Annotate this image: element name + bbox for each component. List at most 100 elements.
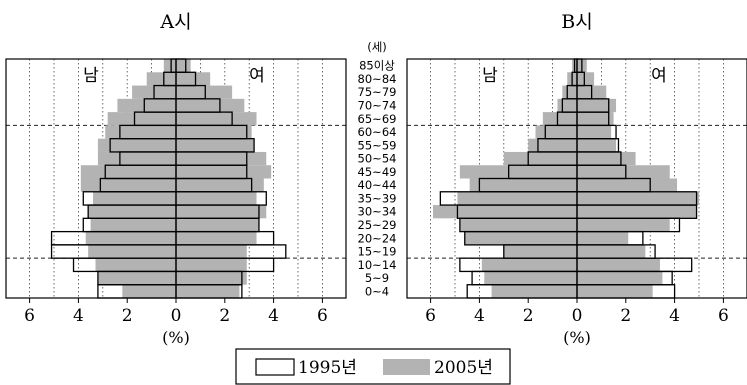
age-group-label: 35~39 <box>358 191 397 205</box>
age-group-label: 10~14 <box>358 258 397 272</box>
bar-2005-male <box>88 244 176 259</box>
panel-a-bars-2005 <box>80 59 272 298</box>
bar-2005-female <box>176 271 247 285</box>
bar-2005-female <box>577 258 660 272</box>
age-group-label: 75~79 <box>358 85 397 99</box>
legend-swatch-2005 <box>383 359 430 375</box>
bar-2005-male <box>97 271 176 285</box>
panel-a-male-label: 남 <box>83 66 99 86</box>
bar-2005-male <box>557 98 577 113</box>
age-group-label: 25~29 <box>358 218 397 232</box>
bar-2005-female <box>176 244 247 259</box>
bar-2005-female <box>176 218 259 232</box>
bar-2005-male <box>481 258 577 272</box>
age-group-label: 65~69 <box>358 112 397 126</box>
bar-2005-female <box>577 218 670 232</box>
bar-2005-female <box>176 112 257 126</box>
x-tick-label: 0 <box>572 306 583 326</box>
x-tick-label: 4 <box>268 306 279 326</box>
x-tick-label: 2 <box>219 306 230 326</box>
bar-2005-female <box>176 258 247 272</box>
bar-2005-male <box>117 98 176 113</box>
bar-2005-male <box>88 205 176 219</box>
bar-2005-male <box>484 271 577 285</box>
bar-2005-male <box>122 284 176 298</box>
bar-2005-male <box>163 59 176 73</box>
bar-2005-female <box>577 178 678 192</box>
bar-2005-female <box>577 191 699 206</box>
bar-2005-female <box>577 151 636 166</box>
bar-2005-male <box>535 125 577 139</box>
age-group-label: 40~44 <box>358 178 397 192</box>
age-group-label: 20~24 <box>358 231 397 245</box>
x-tick-label: 6 <box>317 306 328 326</box>
x-tick-label: 6 <box>718 306 729 326</box>
bar-2005-female <box>176 165 272 179</box>
bar-2005-female <box>577 112 614 126</box>
bar-2005-female <box>176 191 257 206</box>
bar-2005-female <box>577 244 646 259</box>
panel-b: B시 남 여 6 4 2 0 2 4 6 (%) <box>406 11 747 347</box>
age-group-label: 80~84 <box>358 72 397 86</box>
bar-2005-male <box>95 258 176 272</box>
age-group-labels: (세) 0~45~910~1415~1920~2425~2930~3435~39… <box>358 40 397 298</box>
legend-label-1995: 1995년 <box>298 358 357 378</box>
x-tick-label: 4 <box>73 306 84 326</box>
bar-2005-male <box>457 191 577 206</box>
panel-a: A시 남 여 6 4 2 0 2 4 6 (%) <box>5 11 347 347</box>
age-group-label: 60~64 <box>358 125 397 139</box>
bar-2005-male <box>97 138 176 152</box>
x-tick-label: 2 <box>620 306 631 326</box>
panel-a-x-label: (%) <box>162 328 190 347</box>
bar-2005-female <box>176 231 257 245</box>
age-group-label: 85이상 <box>359 59 395 73</box>
bar-2005-male <box>469 178 577 192</box>
bar-2005-male <box>97 151 176 166</box>
panel-b-bars-2005 <box>433 59 699 298</box>
x-tick-label: 6 <box>24 306 35 326</box>
bar-2005-male <box>107 112 176 126</box>
bar-2005-male <box>503 151 577 166</box>
age-group-label: 5~9 <box>365 271 389 285</box>
bar-2005-female <box>176 178 264 192</box>
bar-2005-female <box>577 284 653 298</box>
bar-2005-male <box>503 244 577 259</box>
panel-b-x-label: (%) <box>563 328 591 347</box>
bar-2005-female <box>577 205 697 219</box>
bar-2005-male <box>90 218 176 232</box>
bar-2005-female <box>176 59 191 73</box>
bar-2005-female <box>176 284 240 298</box>
bar-2005-female <box>176 85 233 99</box>
bar-2005-male <box>528 138 577 152</box>
bar-2005-male <box>542 112 577 126</box>
panel-b-title: B시 <box>561 11 592 33</box>
bar-2005-male <box>80 165 176 179</box>
age-group-label: 15~19 <box>358 245 397 259</box>
bar-2005-female <box>577 125 612 139</box>
bar-2005-female <box>577 271 663 285</box>
x-tick-label: 4 <box>669 306 680 326</box>
age-group-label: 0~4 <box>365 284 389 298</box>
bar-2005-female <box>577 165 670 179</box>
bar-2005-female <box>176 98 245 113</box>
age-group-label: 50~54 <box>358 152 397 166</box>
bar-2005-male <box>80 178 176 192</box>
bar-2005-female <box>176 138 255 152</box>
bar-2005-female <box>176 72 211 86</box>
age-group-label: 30~34 <box>358 205 397 219</box>
x-tick-label: 6 <box>425 306 436 326</box>
bar-2005-female <box>176 151 267 166</box>
panel-a-x-ticks: 6 4 2 0 2 4 6 <box>24 298 328 326</box>
panel-b-x-ticks: 6 4 2 0 2 4 6 <box>425 298 729 326</box>
age-unit-label: (세) <box>367 40 387 54</box>
bar-2005-male <box>464 231 577 245</box>
bar-2005-male <box>85 231 176 245</box>
panel-b-female-label: 여 <box>651 66 667 86</box>
bar-2005-male <box>105 125 176 139</box>
age-group-label: 45~49 <box>358 165 397 179</box>
bar-2005-female <box>176 205 267 219</box>
bar-2005-female <box>577 98 617 113</box>
panel-b-male-label: 남 <box>482 66 498 86</box>
bar-2005-male <box>459 218 577 232</box>
